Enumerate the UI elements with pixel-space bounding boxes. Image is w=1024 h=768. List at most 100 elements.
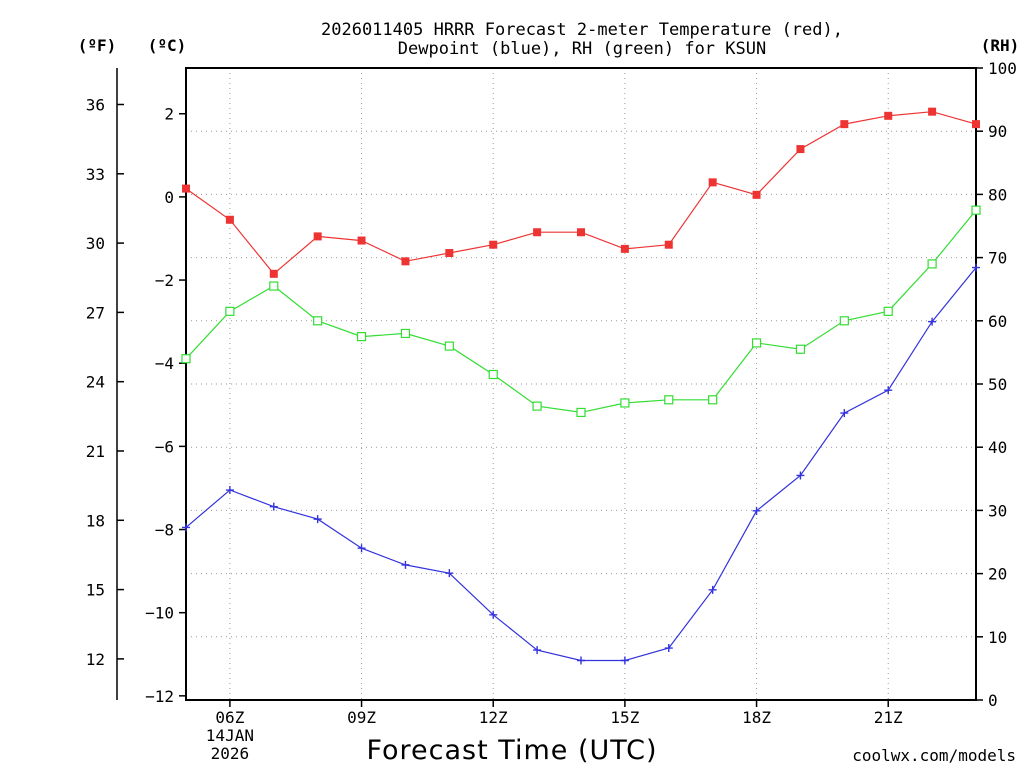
rh-tick-label: 30 xyxy=(988,501,1007,520)
rh-point xyxy=(225,306,235,316)
temperature-point xyxy=(928,107,937,116)
x-tick-year: 2026 xyxy=(211,744,250,763)
celsius-tick-label: −6 xyxy=(155,437,174,456)
fahrenheit-tick-label: 15 xyxy=(86,581,105,600)
rh-axis-unit: (RH) xyxy=(981,36,1020,55)
temperature-point xyxy=(313,232,322,241)
axes: 20−2−4−6−8−10−12363330272421181512100908… xyxy=(86,59,1017,763)
celsius-tick-label: 2 xyxy=(164,105,174,124)
rh-tick-label: 90 xyxy=(988,122,1007,141)
temperature-point xyxy=(357,236,366,245)
rh-point xyxy=(708,395,718,405)
temperature-point xyxy=(577,228,585,237)
rh-point xyxy=(400,328,411,339)
dewpoint-point xyxy=(269,502,278,511)
temperature-point xyxy=(664,240,673,249)
rh-point xyxy=(795,344,806,354)
celsius-tick-label: 0 xyxy=(164,188,174,207)
credit-link[interactable]: coolwx.com/models xyxy=(852,746,1016,765)
x-tick-date: 14JAN xyxy=(206,726,254,745)
rh-tick-label: 80 xyxy=(988,185,1007,204)
dewpoint-point xyxy=(445,569,454,578)
dewpoint-point xyxy=(182,523,190,532)
temperature-series xyxy=(182,107,980,278)
x-tick-label: 09Z xyxy=(347,708,376,727)
fahrenheit-tick-label: 27 xyxy=(86,303,105,322)
rh-point xyxy=(751,338,762,348)
x-tick-label: 18Z xyxy=(742,708,771,727)
temperature-point xyxy=(840,120,849,129)
rh-point xyxy=(927,259,937,269)
rh-point xyxy=(269,281,279,291)
chart-subtitle: Dewpoint (blue), RH (green) for KSUN xyxy=(398,39,766,59)
dewpoint-point xyxy=(840,409,849,418)
fahrenheit-tick-label: 21 xyxy=(86,442,105,461)
temperature-point xyxy=(972,120,980,129)
rh-point xyxy=(356,332,367,342)
rh-tick-label: 70 xyxy=(988,249,1007,268)
dewpoint-point xyxy=(664,644,673,653)
temperature-point xyxy=(401,257,410,266)
fahrenheit-tick-label: 24 xyxy=(86,373,105,392)
dewpoint-point xyxy=(752,506,761,515)
celsius-tick-label: −12 xyxy=(145,687,174,706)
celsius-tick-label: −8 xyxy=(155,521,174,540)
temperature-point xyxy=(620,244,629,253)
rh-point xyxy=(444,341,454,351)
rh-point xyxy=(532,401,542,411)
celsius-tick-label: −2 xyxy=(155,271,174,290)
rh-tick-label: 10 xyxy=(988,628,1007,647)
rh-point xyxy=(620,398,630,408)
dewpoint-point xyxy=(225,486,234,495)
rh-tick-label: 50 xyxy=(988,375,1007,394)
dewpoint-point xyxy=(313,515,322,524)
dewpoint-point xyxy=(972,263,980,272)
rh-point xyxy=(971,205,981,215)
dewpoint-point xyxy=(357,544,366,553)
temperature-point xyxy=(752,190,761,199)
rh-point xyxy=(576,407,586,418)
rh-tick-label: 20 xyxy=(988,565,1007,584)
temperature-point xyxy=(445,249,454,258)
fahrenheit-tick-label: 36 xyxy=(86,95,105,114)
rh-point xyxy=(664,395,674,405)
dewpoint-point xyxy=(401,560,410,569)
dewpoint-point xyxy=(533,646,542,655)
temperature-point xyxy=(225,215,234,224)
celsius-tick-label: −10 xyxy=(145,604,174,623)
rh-point xyxy=(488,369,498,380)
dewpoint-point xyxy=(884,386,893,395)
dewpoint-series xyxy=(182,263,980,665)
rh-point xyxy=(883,306,893,316)
rh-series xyxy=(181,205,981,418)
gridlines xyxy=(186,68,976,700)
temperature-point xyxy=(489,240,498,249)
celsius-tick-label: −4 xyxy=(155,354,174,373)
x-tick-label: 06Z xyxy=(215,708,244,727)
data-series xyxy=(181,107,981,665)
rh-point xyxy=(181,354,191,364)
rh-tick-label: 60 xyxy=(988,312,1007,331)
dewpoint-point xyxy=(577,656,585,665)
temperature-point xyxy=(884,111,893,120)
temperature-point xyxy=(269,269,278,278)
dewpoint-point xyxy=(796,471,805,480)
temperature-point xyxy=(182,184,190,193)
temperature-point xyxy=(708,178,717,187)
rh-point xyxy=(839,316,849,326)
rh-tick-label: 100 xyxy=(988,59,1017,78)
x-tick-label: 15Z xyxy=(610,708,639,727)
rh-point xyxy=(313,316,323,326)
temperature-point xyxy=(533,228,542,237)
rh-tick-label: 0 xyxy=(988,691,998,710)
fahrenheit-tick-label: 33 xyxy=(86,165,105,184)
fahrenheit-axis-unit: (ºF) xyxy=(78,36,117,55)
temperature-point xyxy=(796,145,805,154)
dewpoint-point xyxy=(708,585,717,594)
celsius-axis-unit: (ºC) xyxy=(148,36,187,55)
rh-tick-label: 40 xyxy=(988,438,1007,457)
fahrenheit-tick-label: 18 xyxy=(86,511,105,530)
dewpoint-point xyxy=(928,317,937,326)
dewpoint-point xyxy=(489,610,498,619)
